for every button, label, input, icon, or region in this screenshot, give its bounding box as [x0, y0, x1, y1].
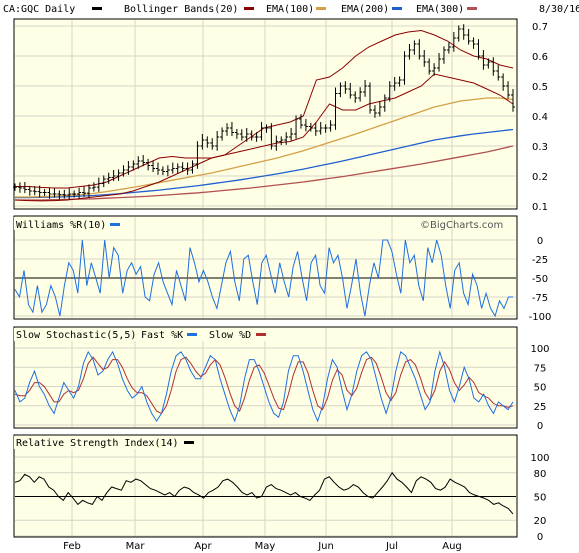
date-label: 8/30/16 [539, 4, 579, 15]
y-tick-label: 0.4 [532, 112, 548, 123]
month-tick-label: Jul [385, 541, 398, 552]
fastk-legend-label: Fast %K [141, 330, 183, 341]
y-tick-label: 0.5 [532, 82, 548, 93]
y-tick-label: 50 [534, 493, 547, 504]
stochastic-title: Slow Stochastic(5,5) [16, 330, 136, 341]
ema300-line [15, 145, 514, 201]
slowd-legend-swatch [256, 333, 266, 336]
month-tick-label: Jun [317, 541, 334, 552]
williams-line [14, 239, 513, 318]
ema200-legend-label: EMA(200) [341, 4, 389, 15]
boll-lower-line [14, 73, 514, 202]
ema300-legend-label: EMA(300) [416, 4, 464, 15]
boll-legend-swatch [244, 7, 254, 10]
y-tick-label: 0.6 [532, 52, 548, 63]
symbol-label: CA:GQC Daily [3, 4, 75, 15]
ema100-legend-swatch [316, 7, 326, 10]
williams-legend-swatch [110, 223, 120, 226]
y-tick-label: 0.7 [532, 22, 548, 33]
y-tick-label: -50 [532, 274, 548, 285]
y-tick-label: 0.2 [532, 172, 548, 183]
williams-title-bg [14, 217, 108, 230]
price-legend-swatch [92, 7, 102, 10]
month-tick-label: Aug [442, 541, 462, 552]
watermark: ©BigCharts.com [420, 220, 503, 231]
rsi-line [14, 471, 514, 515]
y-tick-label: -25 [532, 255, 548, 266]
month-tick-label: Mar [126, 541, 146, 552]
y-tick-label: 100 [530, 453, 549, 464]
ema300-legend-swatch [467, 7, 477, 10]
y-tick-label: 0.3 [532, 142, 548, 153]
slowd-legend-label: Slow %D [209, 330, 251, 341]
fastk-legend-swatch [187, 333, 197, 336]
month-tick-label: Feb [63, 541, 81, 552]
gridlines [15, 20, 516, 537]
y-tick-label: 100 [530, 344, 549, 355]
y-tick-label: 0 [537, 532, 543, 543]
y-tick-label: 80 [534, 469, 547, 480]
rsi-title-bg [14, 436, 200, 449]
y-tick-label: 0 [537, 236, 543, 247]
y-tick-label: -75 [532, 293, 548, 304]
boll-legend-label: Bollinger Bands(20) [124, 4, 238, 15]
axis-ticks: Feb Mar Apr May Jun Jul Aug 0.7 0.6 0.5 0.4 0.3 0.2 0… [63, 22, 551, 552]
y-tick-label: 20 [534, 516, 547, 527]
month-tick-label: May [255, 541, 276, 552]
ema200-legend-swatch [392, 7, 402, 10]
month-tick-label: Apr [194, 541, 212, 552]
y-tick-label: 50 [534, 383, 547, 394]
ema200-line [15, 128, 514, 199]
series-layer [14, 29, 514, 515]
boll-upper-line [15, 29, 514, 189]
rsi-title: Relative Strength Index(14) [16, 438, 179, 449]
rsi-legend-swatch [184, 441, 194, 444]
y-tick-label: -100 [529, 312, 552, 323]
williams-title: Williams %R(10) [16, 220, 106, 231]
y-tick-label: 25 [534, 402, 547, 413]
y-tick-label: 75 [534, 363, 547, 374]
fastk-line [14, 350, 514, 423]
y-tick-label: 0.1 [532, 202, 548, 213]
y-tick-label: 0 [537, 421, 543, 432]
stochastic-title-bg [14, 328, 266, 341]
price-bars [13, 24, 515, 200]
ema100-legend-label: EMA(100) [266, 4, 314, 15]
ema100-line [15, 97, 514, 198]
